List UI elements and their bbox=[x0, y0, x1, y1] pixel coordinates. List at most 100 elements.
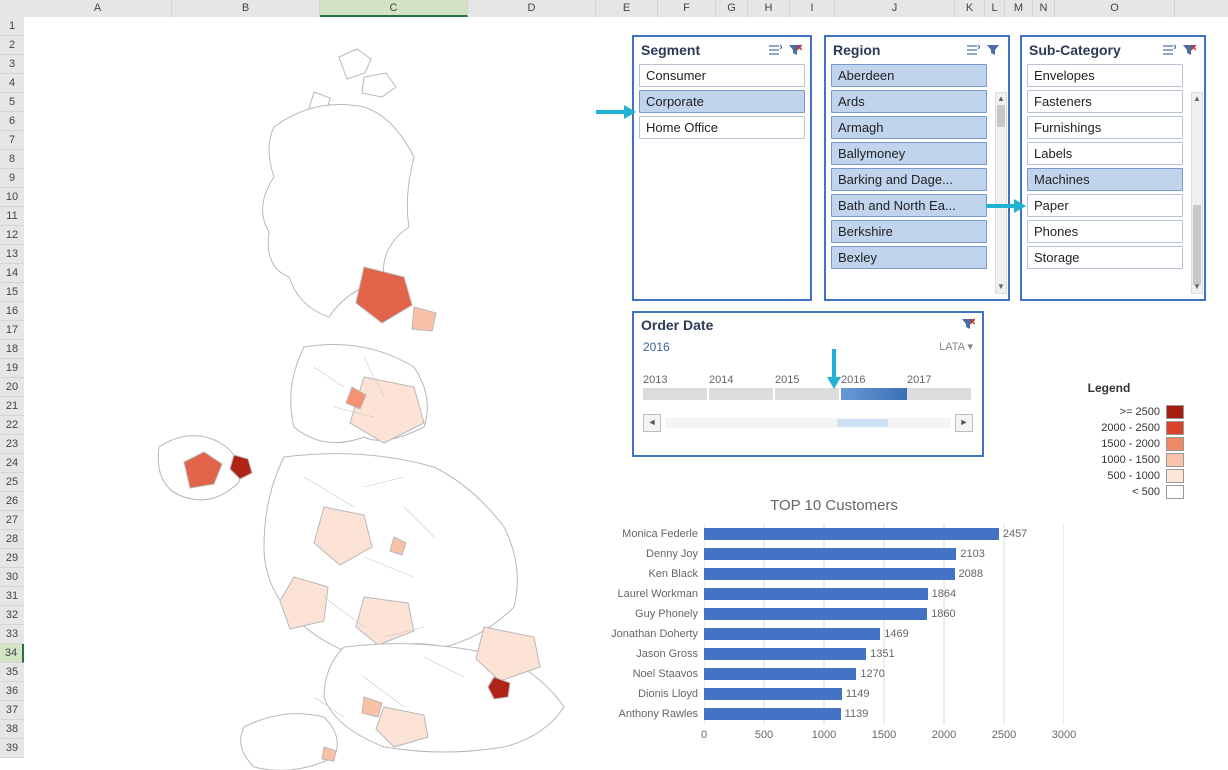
row-header-15[interactable]: 15 bbox=[0, 283, 24, 302]
slicer-item[interactable]: Fasteners bbox=[1027, 90, 1183, 113]
row-header-23[interactable]: 23 bbox=[0, 435, 24, 454]
row-header-21[interactable]: 21 bbox=[0, 397, 24, 416]
column-header-G[interactable]: G bbox=[716, 0, 748, 17]
timeline-scroll-left[interactable]: ◄ bbox=[643, 414, 661, 432]
multi-select-icon[interactable] bbox=[1161, 43, 1177, 57]
slicer-segment[interactable]: SegmentConsumerCorporateHome Office bbox=[632, 35, 812, 301]
slicer-item[interactable]: Home Office bbox=[639, 116, 805, 139]
slicer-item[interactable]: Barking and Dage... bbox=[831, 168, 987, 191]
clear-filter-icon[interactable] bbox=[985, 43, 1001, 57]
chart-bar[interactable] bbox=[704, 668, 856, 680]
slicer-item[interactable]: Corporate bbox=[639, 90, 805, 113]
slicer-item[interactable]: Consumer bbox=[639, 64, 805, 87]
slicer-sub-category[interactable]: Sub-CategoryEnvelopesFastenersFurnishing… bbox=[1020, 35, 1206, 301]
slicer-item[interactable]: Labels bbox=[1027, 142, 1183, 165]
row-header-38[interactable]: 38 bbox=[0, 720, 24, 739]
slicer-item[interactable]: Aberdeen bbox=[831, 64, 987, 87]
chart-bar[interactable] bbox=[704, 588, 928, 600]
scroll-thumb[interactable] bbox=[997, 105, 1005, 127]
row-header-30[interactable]: 30 bbox=[0, 568, 24, 587]
row-header-39[interactable]: 39 bbox=[0, 739, 24, 758]
slicer-item[interactable]: Ards bbox=[831, 90, 987, 113]
scroll-down-icon[interactable]: ▼ bbox=[1192, 281, 1202, 293]
column-header-J[interactable]: J bbox=[835, 0, 955, 17]
row-header-1[interactable]: 1 bbox=[0, 17, 24, 36]
row-header-17[interactable]: 17 bbox=[0, 321, 24, 340]
slicer-item[interactable]: Envelopes bbox=[1027, 64, 1183, 87]
scroll-thumb[interactable] bbox=[1193, 205, 1201, 285]
row-header-22[interactable]: 22 bbox=[0, 416, 24, 435]
column-header-D[interactable]: D bbox=[468, 0, 596, 17]
row-header-11[interactable]: 11 bbox=[0, 207, 24, 226]
row-header-26[interactable]: 26 bbox=[0, 492, 24, 511]
row-header-36[interactable]: 36 bbox=[0, 682, 24, 701]
row-header-24[interactable]: 24 bbox=[0, 454, 24, 473]
chart-bar[interactable] bbox=[704, 608, 927, 620]
row-header-29[interactable]: 29 bbox=[0, 549, 24, 568]
row-header-4[interactable]: 4 bbox=[0, 74, 24, 93]
row-header-8[interactable]: 8 bbox=[0, 150, 24, 169]
chart-bar[interactable] bbox=[704, 548, 956, 560]
row-header-9[interactable]: 9 bbox=[0, 169, 24, 188]
row-header-32[interactable]: 32 bbox=[0, 606, 24, 625]
row-header-28[interactable]: 28 bbox=[0, 530, 24, 549]
slicer-item[interactable]: Machines bbox=[1027, 168, 1183, 191]
column-header-C[interactable]: C bbox=[320, 0, 468, 17]
slicer-item[interactable]: Berkshire bbox=[831, 220, 987, 243]
row-header-31[interactable]: 31 bbox=[0, 587, 24, 606]
row-header-34[interactable]: 34 bbox=[0, 644, 24, 663]
row-header-5[interactable]: 5 bbox=[0, 93, 24, 112]
select-all-corner[interactable] bbox=[0, 0, 25, 18]
column-header-E[interactable]: E bbox=[596, 0, 658, 17]
row-header-18[interactable]: 18 bbox=[0, 340, 24, 359]
row-header-33[interactable]: 33 bbox=[0, 625, 24, 644]
column-header-H[interactable]: H bbox=[748, 0, 790, 17]
clear-filter-icon[interactable] bbox=[1181, 43, 1197, 57]
slicer-item[interactable]: Phones bbox=[1027, 220, 1183, 243]
row-header-12[interactable]: 12 bbox=[0, 226, 24, 245]
row-header-10[interactable]: 10 bbox=[0, 188, 24, 207]
slicer-item[interactable]: Storage bbox=[1027, 246, 1183, 269]
column-header-N[interactable]: N bbox=[1033, 0, 1055, 17]
chart-bar[interactable] bbox=[704, 648, 866, 660]
row-header-6[interactable]: 6 bbox=[0, 112, 24, 131]
slicer-item[interactable]: Furnishings bbox=[1027, 116, 1183, 139]
slicer-item[interactable]: Armagh bbox=[831, 116, 987, 139]
slicer-item[interactable]: Ballymoney bbox=[831, 142, 987, 165]
row-header-27[interactable]: 27 bbox=[0, 511, 24, 530]
slicer-item[interactable]: Bath and North Ea... bbox=[831, 194, 987, 217]
slicer-scrollbar[interactable]: ▲▼ bbox=[1191, 92, 1203, 294]
row-header-2[interactable]: 2 bbox=[0, 36, 24, 55]
timeline-order-date[interactable]: Order Date2016LATA ▾20132014201520162017… bbox=[632, 311, 984, 457]
chart-bar[interactable] bbox=[704, 688, 842, 700]
row-header-3[interactable]: 3 bbox=[0, 55, 24, 74]
uk-choropleth-map[interactable] bbox=[64, 37, 634, 770]
row-header-25[interactable]: 25 bbox=[0, 473, 24, 492]
chart-bar[interactable] bbox=[704, 528, 999, 540]
scroll-up-icon[interactable]: ▲ bbox=[1192, 93, 1202, 105]
top-customers-chart[interactable]: TOP 10 CustomersMonica Federle2457Denny … bbox=[594, 497, 1074, 767]
column-header-F[interactable]: F bbox=[658, 0, 716, 17]
chart-bar[interactable] bbox=[704, 568, 955, 580]
timeline-unit-dropdown[interactable]: LATA ▾ bbox=[939, 340, 973, 354]
column-header-L[interactable]: L bbox=[985, 0, 1005, 17]
row-header-14[interactable]: 14 bbox=[0, 264, 24, 283]
slicer-item[interactable]: Bexley bbox=[831, 246, 987, 269]
multi-select-icon[interactable] bbox=[767, 43, 783, 57]
scroll-down-icon[interactable]: ▼ bbox=[996, 281, 1006, 293]
timeline-scroll-right[interactable]: ► bbox=[955, 414, 973, 432]
timeline-scrollbar[interactable] bbox=[665, 418, 951, 428]
slicer-item[interactable]: Paper bbox=[1027, 194, 1183, 217]
column-header-K[interactable]: K bbox=[955, 0, 985, 17]
row-header-13[interactable]: 13 bbox=[0, 245, 24, 264]
chart-bar[interactable] bbox=[704, 628, 880, 640]
row-header-16[interactable]: 16 bbox=[0, 302, 24, 321]
multi-select-icon[interactable] bbox=[965, 43, 981, 57]
chart-bar[interactable] bbox=[704, 708, 841, 720]
clear-filter-icon[interactable] bbox=[787, 43, 803, 57]
column-header-I[interactable]: I bbox=[790, 0, 835, 17]
timeline-track[interactable] bbox=[643, 388, 973, 400]
column-header-O[interactable]: O bbox=[1055, 0, 1175, 17]
column-header-M[interactable]: M bbox=[1005, 0, 1033, 17]
timeline-scroll-thumb[interactable] bbox=[837, 419, 888, 427]
